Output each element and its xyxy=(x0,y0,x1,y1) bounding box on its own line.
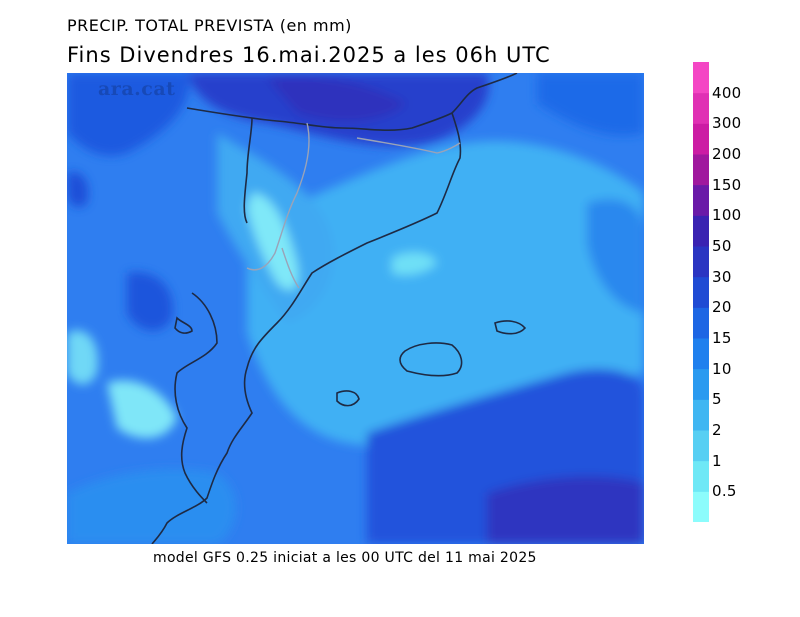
legend-label: 0.5 xyxy=(712,482,737,501)
legend-label: 30 xyxy=(712,267,732,286)
legend-swatch xyxy=(693,460,709,492)
legend-swatch xyxy=(693,62,709,94)
legend-label: 1 xyxy=(712,451,722,470)
legend-swatch xyxy=(693,215,709,247)
legend-label: 150 xyxy=(712,175,742,194)
legend-swatch xyxy=(693,430,709,462)
legend-swatch xyxy=(693,276,709,308)
precipitation-map xyxy=(67,73,644,544)
watermark-logo: ara.cat xyxy=(98,78,176,100)
legend-label: 300 xyxy=(712,114,742,133)
legend-swatch xyxy=(693,154,709,186)
legend-swatch xyxy=(693,246,709,278)
legend-label: 5 xyxy=(712,390,722,409)
legend-swatch xyxy=(693,399,709,431)
legend-swatch xyxy=(693,92,709,124)
legend-swatch xyxy=(693,184,709,216)
legend-swatch xyxy=(693,123,709,155)
legend-label: 15 xyxy=(712,329,732,347)
legend-swatch xyxy=(693,491,709,522)
legend-swatch xyxy=(693,338,709,370)
legend-label: 2 xyxy=(712,421,722,439)
coastline xyxy=(151,73,527,544)
legend-swatch xyxy=(693,307,709,339)
borders xyxy=(246,122,461,289)
legend-labels: 0.5 1 2 5 10 15 20 30 50 100 150 200 300 400 xyxy=(712,62,772,522)
legend-label: 100 xyxy=(712,206,742,225)
legend-label: 10 xyxy=(712,359,732,378)
model-info-footer: model GFS 0.25 iniciat a les 00 UTC del … xyxy=(153,550,537,566)
legend-label: 200 xyxy=(712,145,742,163)
map-title: PRECIP. TOTAL PREVISTA (en mm) xyxy=(67,16,352,35)
legend-label: 20 xyxy=(712,298,732,317)
legend-label: 50 xyxy=(712,237,732,255)
map-subtitle: Fins Divendres 16.mai.2025 a les 06h UTC xyxy=(67,43,551,67)
legend-label: 400 xyxy=(712,83,742,102)
legend-swatch xyxy=(693,368,709,400)
color-legend xyxy=(693,62,709,522)
